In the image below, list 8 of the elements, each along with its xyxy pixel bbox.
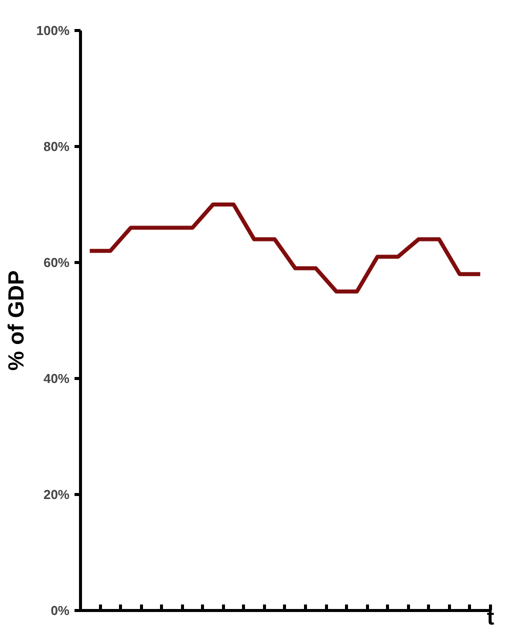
y-tick-label: 20% [43,487,70,502]
y-tick-label: 40% [43,371,70,386]
y-tick-label: 100% [36,23,70,38]
y-tick-label: 60% [43,255,70,270]
y-axis-title: % of GDP [3,270,28,371]
line-series [88,202,482,294]
y-tick-label: 0% [50,603,70,618]
y-tick-label: 80% [43,139,70,154]
